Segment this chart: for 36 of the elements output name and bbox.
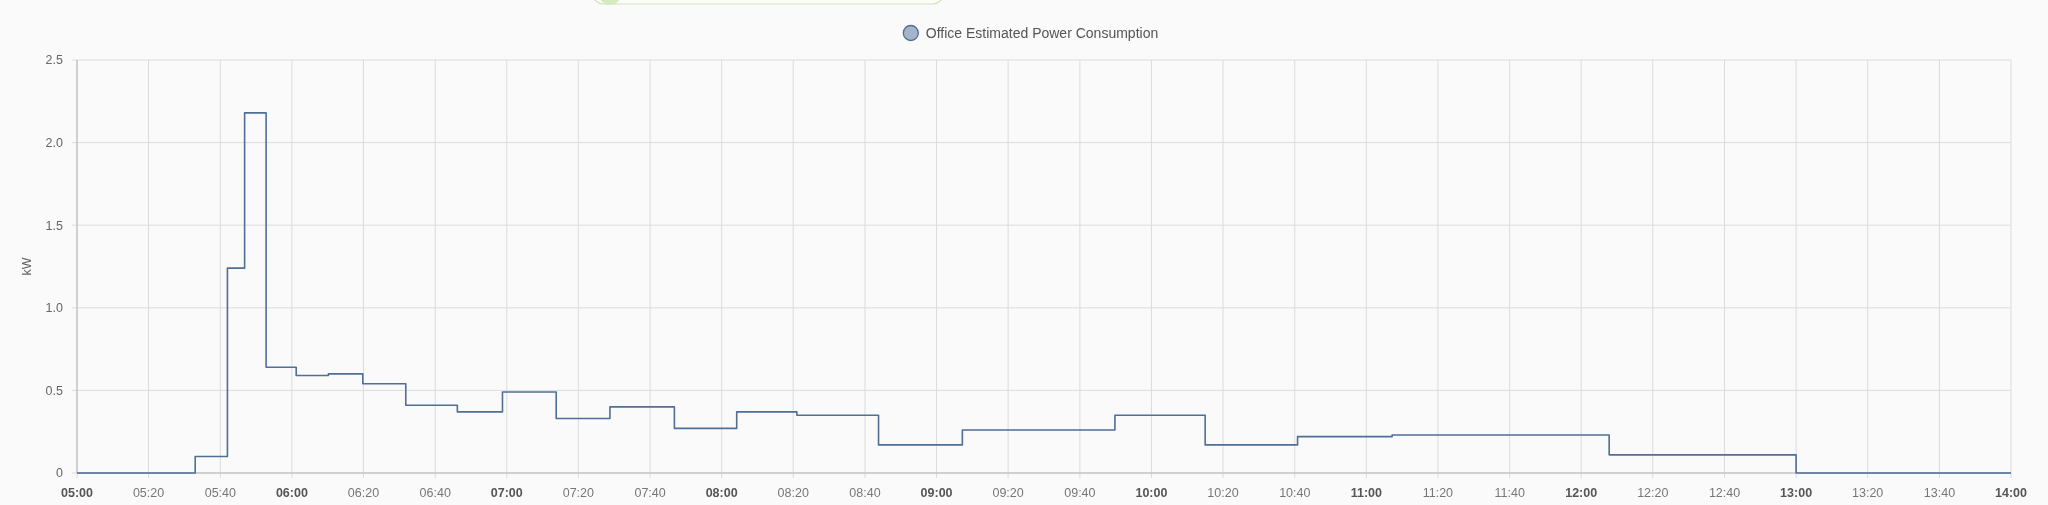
- x-tick-label: 14:00: [1995, 486, 2028, 501]
- x-tick-label: 11:20: [1422, 486, 1454, 501]
- y-tick-label: 0.5: [45, 383, 64, 398]
- x-tick-label: 05:20: [132, 486, 165, 501]
- x-tick-label: 10:40: [1279, 486, 1311, 501]
- x-tick-label: 07:40: [634, 486, 666, 501]
- y-tick-label: 2.0: [45, 135, 64, 150]
- x-tick-label: 07:00: [490, 486, 523, 501]
- x-tick-label: 06:20: [347, 486, 380, 501]
- x-tick-label: 08:00: [705, 486, 738, 501]
- x-tick-label: 12:00: [1565, 486, 1598, 501]
- x-tick-label: 10:00: [1135, 486, 1168, 501]
- x-tick-label: 08:40: [849, 486, 881, 501]
- x-tick-label: 11:00: [1350, 486, 1383, 501]
- x-tick-label: 13:00: [1780, 486, 1813, 501]
- x-tick-label: 09:20: [992, 486, 1024, 501]
- y-axis-title: kW: [20, 257, 35, 276]
- x-tick-label: 05:40: [204, 486, 237, 501]
- x-tick-label: 13:20: [1852, 486, 1884, 501]
- y-tick-label: 0: [56, 466, 64, 481]
- y-tick-label: 2.5: [45, 53, 64, 68]
- y-tick-label: 1.5: [45, 218, 64, 233]
- x-tick-label: 11:40: [1494, 486, 1525, 501]
- legend-label: Office Estimated Power Consumption: [925, 24, 1159, 41]
- x-tick-label: 08:20: [777, 486, 809, 501]
- x-tick-label: 13:40: [1923, 486, 1956, 501]
- x-tick-label: 09:40: [1064, 486, 1096, 501]
- x-tick-label: 12:20: [1637, 486, 1669, 501]
- x-tick-label: 06:00: [275, 486, 308, 501]
- x-tick-label: 05:00: [61, 486, 94, 501]
- x-tick-label: 10:20: [1207, 486, 1239, 501]
- x-tick-label: 07:20: [562, 486, 595, 501]
- x-tick-label: 09:00: [920, 486, 953, 501]
- x-tick-label: 06:40: [419, 486, 451, 501]
- y-tick-label: 1.0: [45, 301, 64, 316]
- x-tick-label: 12:40: [1708, 486, 1741, 501]
